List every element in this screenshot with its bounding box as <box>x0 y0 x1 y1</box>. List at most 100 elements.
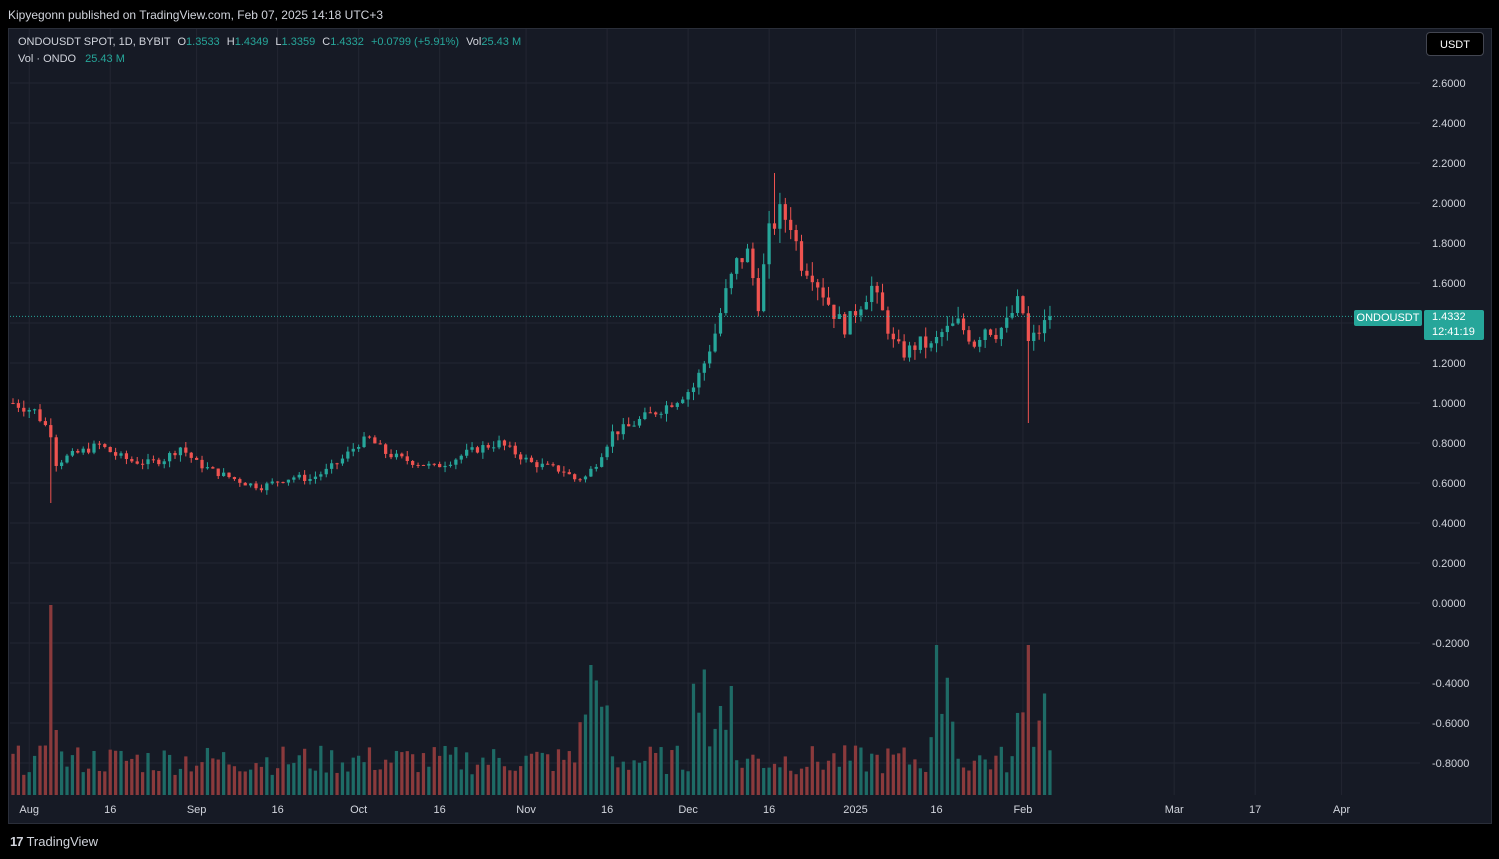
volume-bar <box>362 762 366 795</box>
volume-bar <box>519 766 523 795</box>
time-axis-label: Oct <box>350 804 367 816</box>
candle-body <box>124 453 129 460</box>
candle-body <box>924 336 928 348</box>
volume-bar <box>994 755 998 795</box>
last-price-tag: 1.4332 12:41:19 <box>1424 310 1484 340</box>
candle-body <box>686 392 690 400</box>
candle-body <box>999 327 1003 340</box>
candle-body <box>232 477 237 480</box>
volume-bar <box>465 752 469 795</box>
candle-body <box>324 468 328 475</box>
candle-body <box>1042 320 1047 334</box>
volume-bar <box>627 769 631 795</box>
volume-bar <box>821 769 825 795</box>
candle-body <box>810 275 814 283</box>
candle-body <box>713 333 717 352</box>
candle-body <box>675 403 679 407</box>
candle-body <box>254 483 258 489</box>
candle-body <box>1010 312 1014 318</box>
candle-body <box>816 282 820 288</box>
volume-bar <box>1015 712 1020 795</box>
candle-body <box>65 455 69 463</box>
volume-bar <box>508 770 512 795</box>
volume-histogram <box>11 605 1052 795</box>
candle-body <box>259 488 264 491</box>
candle-body <box>465 449 469 456</box>
price-axis-label: 1.8000 <box>1432 238 1466 250</box>
volume-bar <box>427 766 431 795</box>
candle-body <box>292 477 296 480</box>
candle-body <box>864 302 868 310</box>
volume-bar <box>276 768 280 795</box>
candle-body <box>146 459 150 465</box>
volume-bar <box>59 751 64 795</box>
volume-bar <box>1010 756 1014 795</box>
volume-bar <box>573 762 577 795</box>
candle-body <box>454 459 458 465</box>
volume-bar <box>103 771 107 795</box>
volume-bar <box>411 754 415 795</box>
legend-symbol[interactable]: ONDOUSDT SPOT, 1D, BYBIT <box>18 36 171 48</box>
volume-bar <box>49 605 53 795</box>
volume-bar <box>983 759 987 795</box>
volume-bar <box>918 768 922 795</box>
candle-body <box>297 474 301 478</box>
tradingview-logo[interactable]: 17 TradingView <box>10 834 98 849</box>
volume-bar <box>751 754 755 795</box>
legend-close-label: C <box>322 36 331 48</box>
time-axis[interactable]: Aug 16 Sep 16 Oct 16 Nov 16 Dec 16 2025 16 Feb Mar 17 A… <box>19 804 1350 816</box>
candle-body <box>427 463 431 466</box>
candle-body <box>648 412 652 414</box>
volume-bar <box>86 768 91 795</box>
price-axis-label: 2.6000 <box>1432 78 1466 90</box>
price-axis[interactable]: 2.60002.40002.20002.00001.80001.60001.40… <box>1432 78 1469 770</box>
volume-bar <box>621 761 625 795</box>
top-bar: Kipyegonn published on TradingView.com, … <box>0 0 1499 28</box>
volume-bar <box>756 758 760 795</box>
time-axis-label: 16 <box>930 804 942 816</box>
legend-open: 1.3533 <box>186 36 220 48</box>
candle-body <box>157 459 161 465</box>
volume-bar <box>481 757 485 795</box>
volume-bar <box>324 772 328 795</box>
price-axis-label: 0.6000 <box>1432 478 1466 490</box>
volume-series-label[interactable]: Vol · ONDO <box>18 53 77 65</box>
time-axis-label: 16 <box>104 804 116 816</box>
candle-body <box>859 309 863 316</box>
candle-body <box>654 412 658 415</box>
candle-body <box>276 481 280 483</box>
candle-body <box>994 334 998 340</box>
volume-bar <box>605 705 609 795</box>
volume-bar <box>859 747 863 795</box>
volume-bar <box>972 760 976 795</box>
last-price-value: 1.4332 <box>1432 311 1466 323</box>
currency-button[interactable]: USDT <box>1426 32 1484 56</box>
volume-bar <box>394 750 399 795</box>
volume-bar <box>400 752 404 795</box>
candle-body <box>340 458 345 464</box>
candle-body <box>119 453 123 456</box>
volume-bar <box>805 766 809 795</box>
candle-body <box>1048 316 1052 321</box>
volume-bar <box>259 766 264 795</box>
candle-body <box>243 482 247 486</box>
volume-bar <box>108 749 112 795</box>
price-axis-label: 1.2000 <box>1432 358 1466 370</box>
volume-bar <box>870 753 874 795</box>
volume-bar <box>778 767 782 795</box>
volume-bar <box>281 746 285 795</box>
volume-bar <box>637 762 642 795</box>
volume-bar <box>529 753 534 795</box>
chart-frame[interactable] <box>8 28 1492 824</box>
price-axis-label: 1.6000 <box>1432 278 1466 290</box>
volume-bar <box>1032 746 1036 795</box>
candle-body <box>459 455 463 460</box>
volume-bar <box>351 757 355 795</box>
volume-bar <box>594 680 598 795</box>
volume-bar <box>740 767 744 795</box>
volume-bar <box>292 762 296 795</box>
volume-bar <box>81 772 85 795</box>
volume-bar <box>270 774 274 795</box>
candle-body <box>740 258 744 263</box>
